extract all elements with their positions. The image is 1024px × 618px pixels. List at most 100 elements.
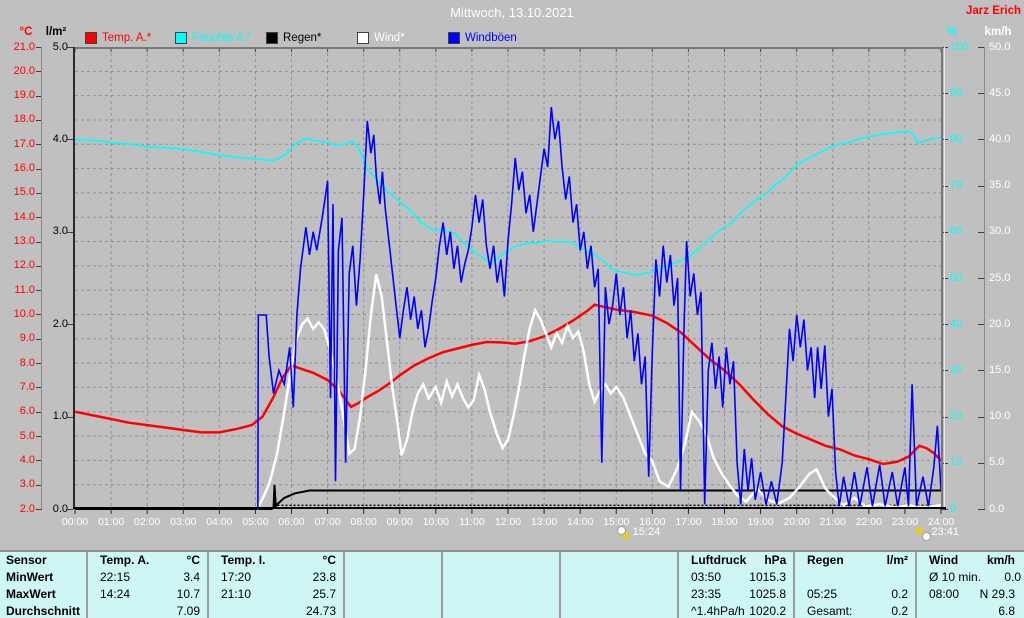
y-axis-tick xyxy=(36,460,42,462)
legend-swatch xyxy=(266,32,278,44)
y-axis-label-temp: 2.0 xyxy=(19,502,35,515)
y-axis-tick xyxy=(36,290,42,292)
table-cell-value: 24.73 xyxy=(305,604,336,618)
y-axis-label-rain: 2.0 xyxy=(52,317,68,330)
table-header-row xyxy=(443,552,559,569)
y-axis-label-humidity: 60 xyxy=(950,225,963,238)
table-cell-value: 7.09 xyxy=(176,604,200,618)
x-axis-label: 21:00 xyxy=(819,516,846,528)
table-cell-time: Gesamt: xyxy=(807,604,853,618)
y-axis-label-humidity: 80 xyxy=(950,132,963,145)
y-axis-spine xyxy=(984,47,985,509)
y-axis-label-humidity: 40 xyxy=(950,317,963,330)
table-cell-value: 25.7 xyxy=(312,587,336,601)
y-axis-spine xyxy=(41,47,42,509)
table-row xyxy=(345,569,441,586)
y-axis-tick xyxy=(978,93,985,95)
table-cell-time xyxy=(443,603,512,618)
table-cell-value: N 29.3 xyxy=(979,587,1015,601)
y-axis-tick xyxy=(66,47,73,48)
y-axis-label-temp: 7.0 xyxy=(19,380,35,393)
table-col-temp-a: Temp. A. °C 22:15 3.4 14:24 10.7 7.09 xyxy=(86,552,207,618)
y-axis-label-wind: 25.0 xyxy=(989,271,1011,284)
table-cell-time: 14:24 xyxy=(100,587,131,601)
table-cell-time: Ø 10 min. xyxy=(929,570,982,584)
y-axis-tick xyxy=(66,416,73,418)
table-row: 6.8 xyxy=(917,603,1022,618)
table-cell-time xyxy=(88,603,160,618)
y-axis-tick xyxy=(978,370,985,372)
y-axis-tick xyxy=(36,168,42,170)
moonrise-icon xyxy=(616,526,632,540)
y-axis-tick xyxy=(36,47,42,48)
table-col-empty-2 xyxy=(441,552,559,618)
table-cell-value xyxy=(630,586,677,603)
table-row xyxy=(795,569,915,586)
table-header-row: Temp. A. °C xyxy=(88,552,207,569)
table-header-row: Luftdruck hPa xyxy=(679,552,793,569)
y-axis-tick xyxy=(36,265,42,267)
legend-item-2: Feuchte A.* xyxy=(175,32,251,44)
wind-axis-unit: km/h xyxy=(984,26,1012,38)
legend-label: Wind* xyxy=(374,32,405,44)
table-cell-time xyxy=(917,603,975,618)
x-axis-label: 05:00 xyxy=(242,516,269,528)
x-axis-label: 09:00 xyxy=(386,516,413,528)
y-axis-label-temp: 19.0 xyxy=(13,89,35,102)
table-row xyxy=(345,586,441,603)
table-sensor-unit: km/h xyxy=(986,553,1015,567)
y-axis-label-wind: 50.0 xyxy=(989,40,1011,53)
y-axis-label-temp: 13.0 xyxy=(13,235,35,248)
table-row: ^1.4hPa/h 1020.2 xyxy=(679,603,793,618)
table-row xyxy=(345,603,441,618)
table-header-row xyxy=(561,552,677,569)
humidity-axis-unit: % xyxy=(946,26,958,38)
y-axis-label-wind: 45.0 xyxy=(989,86,1011,99)
table-cell-time xyxy=(443,569,512,586)
table-cell-value xyxy=(512,586,559,603)
x-axis-label: 10:00 xyxy=(422,516,449,528)
y-axis-tick xyxy=(978,139,985,141)
table-row xyxy=(561,586,677,603)
legend-label: Windböen xyxy=(465,32,517,44)
table-row: 24.73 xyxy=(209,603,343,618)
moonset-icon xyxy=(915,526,932,541)
table-row-label: Durchschnitt xyxy=(6,604,81,618)
table-sensor-name: Luftdruck xyxy=(691,553,747,567)
series-temp-a- xyxy=(74,303,942,466)
table-row-label: MaxWert xyxy=(6,587,56,601)
y-axis-tick xyxy=(36,144,42,146)
y-axis-tick xyxy=(36,363,42,365)
table-cell-value xyxy=(868,569,915,586)
table-cell-value: 3.4 xyxy=(183,570,200,584)
x-axis-label: 17:00 xyxy=(675,516,702,528)
table-row: 08:00 N 29.3 xyxy=(917,586,1022,603)
table-cell-time xyxy=(345,603,394,618)
x-axis-label: 03:00 xyxy=(170,516,197,528)
table-row xyxy=(561,603,677,618)
page-title: Mittwoch, 13.10.2021 xyxy=(450,5,574,20)
x-axis-label: 04:00 xyxy=(206,516,233,528)
y-axis-tick xyxy=(978,416,985,418)
y-axis-label-temp: 16.0 xyxy=(13,162,35,175)
table-cell-time xyxy=(345,569,394,586)
table-cell-time: ^1.4hPa/h xyxy=(691,604,745,618)
x-axis-label: 24:00 xyxy=(927,516,955,528)
table-col-row-labels: Sensor MinWert MaxWert Durchschnitt xyxy=(0,552,86,618)
table-header-row: Wind km/h xyxy=(917,552,1022,569)
table-cell-time xyxy=(209,603,296,618)
y-axis-tick xyxy=(36,192,42,194)
x-axis-label: 13:00 xyxy=(530,516,558,528)
table-cell-time xyxy=(345,586,394,603)
table-cell-value xyxy=(394,586,441,603)
y-axis-label-temp: 20.0 xyxy=(13,64,35,77)
table-cell-time: 22:15 xyxy=(100,570,131,584)
table-row: Ø 10 min. 0.0 xyxy=(917,569,1022,586)
y-axis-label-humidity: 100 xyxy=(950,40,969,53)
table-sensor-unit xyxy=(630,552,677,569)
table-row: 23:35 1025.8 xyxy=(679,586,793,603)
series-feuchte-a- xyxy=(74,130,942,276)
table-cell-time: 08:00 xyxy=(929,587,960,601)
table-header-row xyxy=(345,552,441,569)
y-axis-tick xyxy=(36,387,42,389)
